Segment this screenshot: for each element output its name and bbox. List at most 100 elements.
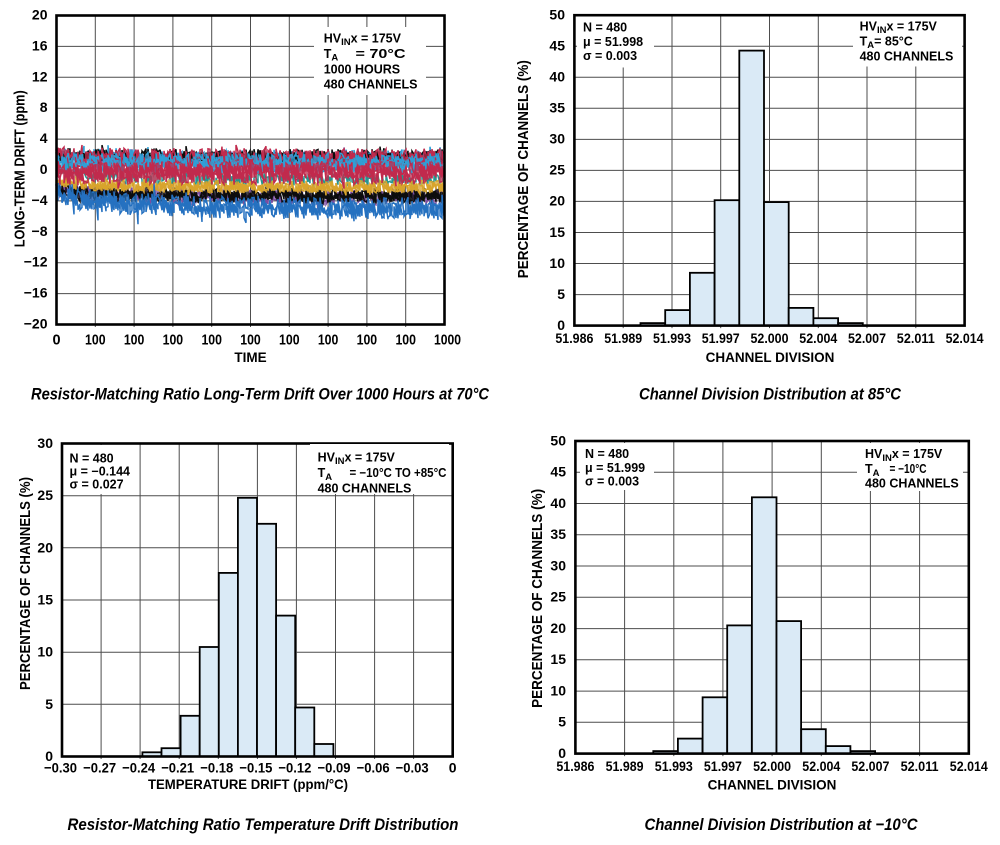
svg-text:51.989: 51.989 [606,758,644,774]
svg-text:12: 12 [32,68,48,84]
svg-text:51.989: 51.989 [604,330,642,346]
svg-text:TEMPERATURE DRIFT (ppm/°C): TEMPERATURE DRIFT (ppm/°C) [148,777,348,792]
svg-text:52.014: 52.014 [946,330,984,346]
svg-text:Resistor-Matching Ratio Temper: Resistor-Matching Ratio Temperature Drif… [68,815,459,834]
svg-text:15: 15 [37,592,53,608]
svg-text:51.986: 51.986 [556,758,594,774]
svg-text:20: 20 [550,620,566,636]
svg-text:100: 100 [318,333,339,349]
svg-text:0: 0 [558,745,566,761]
svg-text:100: 100 [395,333,416,349]
svg-text:−20: −20 [24,316,48,332]
svg-text:−0.24: −0.24 [122,760,155,776]
svg-text:CHANNEL DIVISION: CHANNEL DIVISION [708,778,837,793]
svg-text:−0.15: −0.15 [239,760,272,776]
svg-text:0: 0 [557,317,565,333]
svg-text:−12: −12 [24,254,48,270]
svg-text:50: 50 [549,7,565,23]
svg-text:= −10°C TO +85°C: = −10°C TO +85°C [350,466,447,480]
svg-text:5: 5 [45,696,53,712]
svg-text:TIME: TIME [234,350,266,365]
svg-text:40: 40 [549,69,565,85]
svg-text:15: 15 [549,224,565,240]
svg-text:5: 5 [557,286,565,302]
svg-text:45: 45 [549,38,565,54]
svg-text:μ = 51.998: μ = 51.998 [583,35,643,49]
svg-text:30: 30 [37,435,53,451]
svg-text:40: 40 [550,495,566,511]
svg-text:LONG-TERM DRIFT (ppm): LONG-TERM DRIFT (ppm) [12,90,29,247]
svg-text:45: 45 [550,464,566,480]
svg-text:51.993: 51.993 [653,330,691,346]
svg-text:480 CHANNELS: 480 CHANNELS [318,482,412,496]
svg-text:480 CHANNELS: 480 CHANNELS [860,49,954,63]
svg-text:0: 0 [45,748,53,764]
svg-text:30: 30 [550,557,566,573]
svg-text:σ = 0.003: σ = 0.003 [583,49,637,63]
svg-text:σ = 0.003: σ = 0.003 [585,475,639,489]
svg-text:52.014: 52.014 [950,758,988,774]
svg-text:μ = 51.999: μ = 51.999 [585,461,645,475]
svg-text:PERCENTAGE OF CHANNELS (%): PERCENTAGE OF CHANNELS (%) [529,489,546,708]
svg-text:0: 0 [40,161,48,177]
svg-text:−0.27: −0.27 [83,760,116,776]
svg-text:51.993: 51.993 [655,758,693,774]
svg-text:1000 HOURS: 1000 HOURS [324,62,400,76]
svg-text:N = 480: N = 480 [585,447,629,461]
svg-text:N = 480: N = 480 [70,451,114,465]
svg-text:35: 35 [549,100,565,116]
svg-text:100: 100 [279,333,300,349]
svg-text:Channel Division Distribution: Channel Division Distribution at −10°C [645,815,919,834]
svg-text:= −10°C: = −10°C [890,462,927,476]
svg-text:100: 100 [357,333,378,349]
svg-text:51.997: 51.997 [704,758,742,774]
svg-text:σ = 0.027: σ = 0.027 [70,478,124,492]
svg-text:52.011: 52.011 [901,758,939,774]
svg-text:51.986: 51.986 [555,330,593,346]
svg-text:16: 16 [32,37,48,53]
svg-text:10: 10 [549,255,565,271]
svg-text:PERCENTAGE OF CHANNELS (%): PERCENTAGE OF CHANNELS (%) [515,60,532,278]
svg-text:52.011: 52.011 [897,330,935,346]
svg-text:52.000: 52.000 [751,330,789,346]
svg-text:25: 25 [37,487,53,503]
svg-text:PERCENTAGE OF CHANNELS (%): PERCENTAGE OF CHANNELS (%) [17,477,34,690]
svg-text:−0.12: −0.12 [278,760,311,776]
svg-text:10: 10 [550,682,566,698]
svg-text:HVINx = 175V: HVINx = 175V [318,450,396,467]
svg-text:100: 100 [124,333,145,349]
svg-text:100: 100 [85,333,106,349]
svg-text:480 CHANNELS: 480 CHANNELS [324,78,418,92]
svg-text:−0.18: −0.18 [200,760,233,776]
svg-text:= 70°C: = 70°C [356,47,406,61]
svg-text:0: 0 [449,760,457,776]
svg-text:20: 20 [549,193,565,209]
svg-text:52.000: 52.000 [753,758,791,774]
svg-text:CHANNEL DIVISION: CHANNEL DIVISION [706,350,835,365]
svg-text:N = 480: N = 480 [583,21,627,35]
svg-text:30: 30 [549,131,565,147]
svg-text:480 CHANNELS: 480 CHANNELS [865,477,959,491]
svg-text:52.007: 52.007 [848,330,886,346]
svg-text:52.004: 52.004 [802,758,840,774]
svg-text:−0.03: −0.03 [396,760,429,776]
svg-text:25: 25 [550,589,566,605]
svg-text:−0.30: −0.30 [44,760,77,776]
svg-text:4: 4 [40,130,48,146]
svg-text:35: 35 [550,526,566,542]
svg-text:8: 8 [40,99,48,115]
svg-text:52.007: 52.007 [851,758,889,774]
svg-text:15: 15 [550,651,566,667]
svg-text:25: 25 [549,162,565,178]
svg-text:Resistor-Matching Ratio Long-T: Resistor-Matching Ratio Long-Term Drift … [31,385,490,404]
svg-text:−8: −8 [32,223,48,239]
svg-text:51.997: 51.997 [702,330,740,346]
svg-text:0: 0 [52,333,60,349]
svg-text:Channel Division Distribution: Channel Division Distribution at 85°C [639,385,902,404]
svg-text:100: 100 [163,333,184,349]
svg-text:20: 20 [37,539,53,555]
svg-text:−0.21: −0.21 [161,760,194,776]
svg-text:50: 50 [550,432,566,448]
svg-text:52.004: 52.004 [799,330,837,346]
svg-text:1000: 1000 [434,333,461,349]
